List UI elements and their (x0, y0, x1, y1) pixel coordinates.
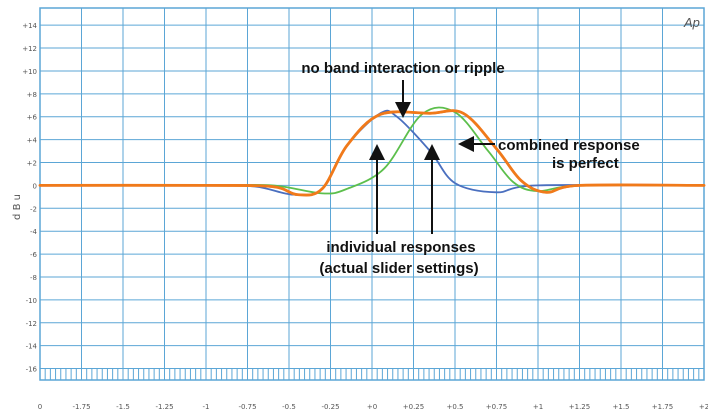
y-tick-label: -6 (30, 251, 38, 259)
x-tick-labels: 0 -1.75 -1.5 -1.25 -1 -0.75 -0.5 -0.25 +0 +0.25 +0… (38, 403, 708, 411)
y-tick-label: -12 (26, 320, 37, 328)
x-tick-label: -0.5 (282, 403, 296, 411)
annotation-individual-responses-line2: (actual slider settings) (319, 260, 478, 277)
y-tick-label: +4 (27, 137, 38, 145)
x-tick-label: -0.75 (238, 403, 256, 411)
y-tick-label: -4 (30, 228, 38, 236)
x-tick-label: +1.5 (613, 403, 630, 411)
x-tick-label: -1.5 (116, 403, 130, 411)
y-tick-label: +6 (27, 114, 38, 122)
x-tick-label: +0.5 (447, 403, 464, 411)
grid (40, 8, 704, 380)
corner-label: Ap (683, 15, 700, 30)
annotation-no-band-interaction: no band interaction or ripple (301, 60, 504, 77)
x-tick-label: +1.75 (652, 403, 673, 411)
annotation-combined-response-line2: is perfect (552, 155, 619, 172)
y-tick-labels: +14 +12 +10 +8 +6 +4 +2 0 -2 -4 -6 -8 -10 -12 -14 -16 (22, 22, 37, 373)
y-axis-label: d B u (12, 194, 23, 220)
y-tick-label: -8 (30, 274, 37, 282)
x-tick-label: +0.25 (403, 403, 424, 411)
x-tick-label: -1.25 (155, 403, 173, 411)
y-tick-label: +10 (22, 68, 37, 76)
x-tick-label: 0 (38, 403, 42, 411)
y-tick-label: -2 (30, 205, 37, 213)
y-tick-label: +8 (27, 91, 37, 99)
y-tick-label: +14 (22, 22, 37, 30)
x-ruler (39, 368, 705, 380)
x-tick-label: -1.75 (72, 403, 90, 411)
y-tick-label: -14 (26, 343, 38, 351)
y-tick-label: 0 (33, 182, 37, 190)
x-tick-label: +2 (699, 403, 708, 411)
y-tick-label: -16 (26, 366, 38, 374)
annotation-combined-response-line1: combined response (498, 137, 640, 154)
annotation-individual-responses-line1: individual responses (326, 239, 475, 256)
x-tick-label: -1 (203, 403, 210, 411)
y-tick-label: +2 (27, 160, 37, 168)
y-tick-label: -10 (26, 297, 37, 305)
x-tick-label: +0 (367, 403, 377, 411)
y-tick-label: +12 (22, 45, 37, 53)
x-tick-label: -0.25 (321, 403, 339, 411)
x-tick-label: +1.25 (569, 403, 590, 411)
x-tick-label: +1 (533, 403, 543, 411)
x-tick-label: +0.75 (486, 403, 507, 411)
